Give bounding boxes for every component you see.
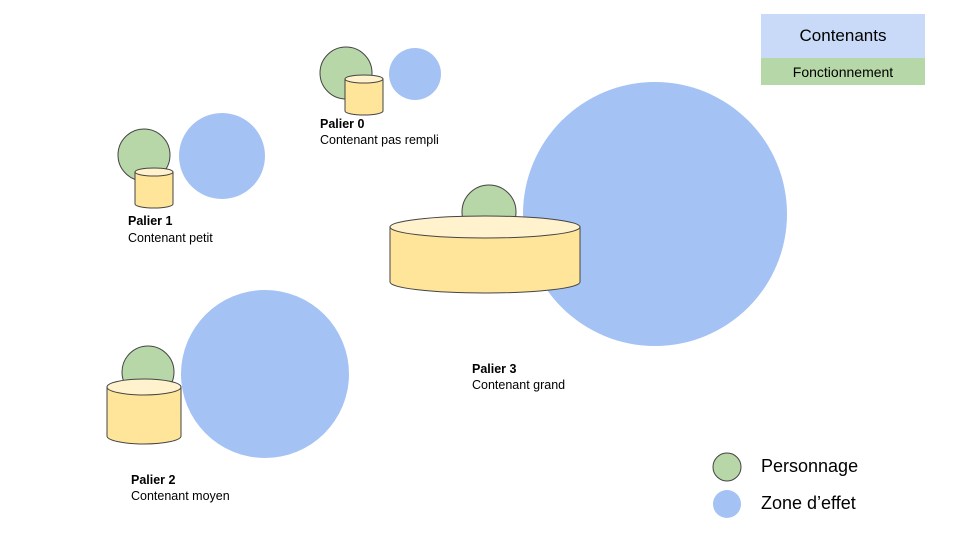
tier-0-subtitle: Contenant pas rempli bbox=[320, 133, 439, 147]
tier-2-container-icon bbox=[106, 378, 182, 445]
legend-personnage-icon bbox=[712, 452, 742, 482]
tier-0-group bbox=[319, 46, 441, 116]
tier-0-zone-circle bbox=[389, 48, 441, 100]
tier-3-zone-circle bbox=[523, 82, 787, 346]
tier-2-subtitle: Contenant moyen bbox=[131, 489, 230, 503]
tier-1-group bbox=[117, 113, 265, 209]
legend-zone-label: Zone d’effet bbox=[761, 493, 856, 513]
tier-1-subtitle: Contenant petit bbox=[128, 231, 213, 245]
header-contenants: Contenants bbox=[761, 14, 925, 58]
legend-zone-icon bbox=[713, 490, 741, 518]
legend-personnage-label: Personnage bbox=[761, 456, 859, 476]
tier-1-zone-circle bbox=[179, 113, 265, 199]
tier-2-group bbox=[106, 290, 349, 458]
header-fonctionnement: Fonctionnement bbox=[761, 58, 925, 85]
tier-0-title: Palier 0 bbox=[320, 117, 365, 131]
tier-3-subtitle: Contenant grand bbox=[472, 378, 566, 392]
tier-3-title: Palier 3 bbox=[472, 362, 517, 376]
header-contenants-label: Contenants bbox=[799, 26, 887, 45]
tier-2-zone-circle bbox=[181, 290, 349, 458]
header-fonctionnement-label: Fonctionnement bbox=[792, 63, 894, 80]
tier-0-container-icon bbox=[344, 74, 384, 116]
tier-3-container-icon bbox=[389, 215, 581, 294]
tier-1-title: Palier 1 bbox=[128, 214, 173, 228]
tier-2-title: Palier 2 bbox=[131, 473, 176, 487]
tier-1-container-icon bbox=[134, 167, 174, 209]
tier-3-group bbox=[389, 82, 787, 346]
